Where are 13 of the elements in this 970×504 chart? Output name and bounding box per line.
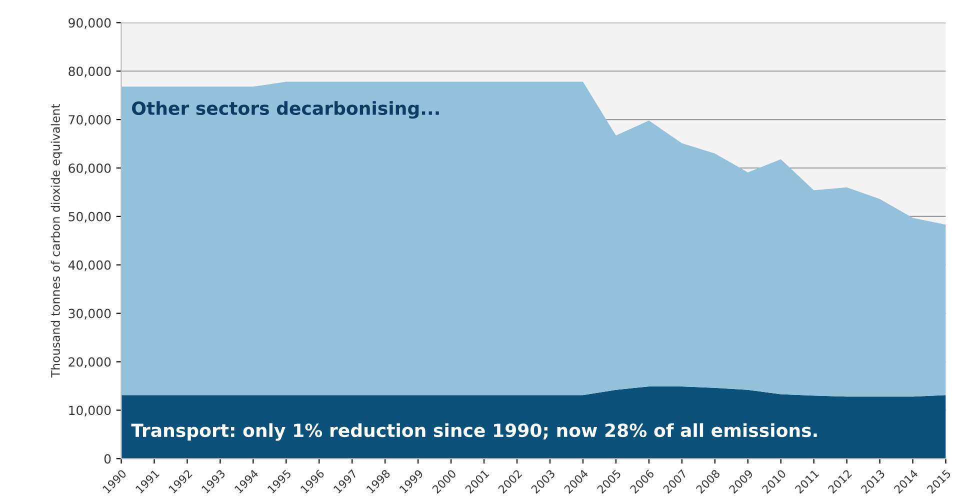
y-tick-label: 90,000	[68, 18, 111, 29]
y-tick-label: 80,000	[68, 66, 111, 78]
y-tick-label: 60,000	[68, 163, 111, 174]
y-tick-label: 40,000	[68, 260, 111, 272]
annotation: Transport: only 1% reduction since 1990; now 28% of all emissions.	[131, 423, 817, 441]
y-tick-label: 50,000	[68, 212, 111, 223]
y-tick-label: 70,000	[68, 115, 111, 126]
y-axis-title: Thousand tonnes of carbon dioxide equivalent	[50, 104, 62, 378]
y-tick-label: 20,000	[68, 357, 111, 368]
y-tick-label: 0	[104, 454, 111, 464]
y-tick-label: 30,000	[68, 308, 111, 320]
annotation: Other sectors decarbonising...	[132, 101, 439, 119]
y-tick-label: 10,000	[69, 406, 111, 416]
